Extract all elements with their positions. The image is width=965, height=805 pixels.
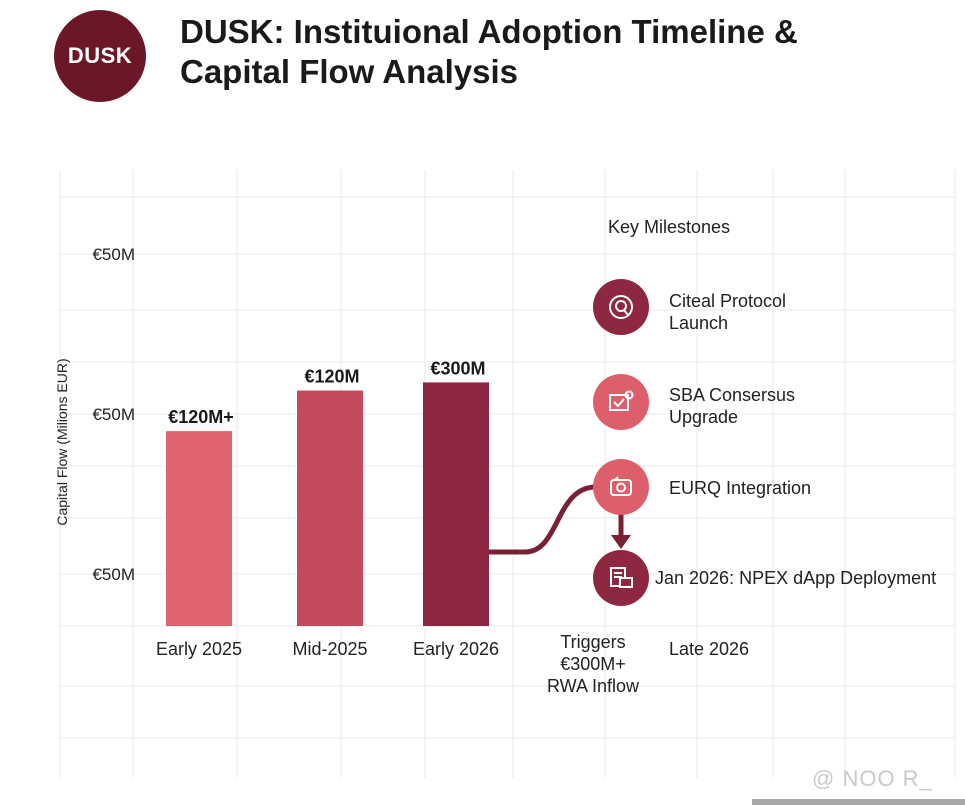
bottom-bar — [752, 799, 965, 805]
milestone-icon-3 — [593, 459, 649, 515]
bar-1 — [166, 431, 232, 626]
milestone-label-1: Citeal Protocol Launch — [669, 291, 787, 333]
annotation-line-1: Triggers — [560, 632, 625, 652]
x-tick-label-4: Late 2026 — [669, 639, 749, 659]
y-axis-label: Capital Flow (Milions EUR) — [54, 358, 70, 526]
deployment-icon — [610, 567, 633, 588]
y-tick-label: €50M — [92, 405, 135, 424]
milestone-icon-1 — [593, 279, 649, 335]
data-label-3: €300M — [430, 358, 485, 378]
milestone-arrow-head — [611, 535, 631, 549]
milestone-label-3: EURQ Integration — [669, 478, 812, 498]
integration-icon — [610, 476, 632, 496]
annotation-line-2: €300M+ — [560, 654, 626, 674]
annotation-line-3: RWA Inflow — [547, 676, 640, 696]
y-tick-label: €50M — [92, 245, 135, 264]
y-axis-ticks: €50M €50M €50M — [92, 245, 135, 584]
y-tick-label: €50M — [92, 565, 135, 584]
protocol-icon — [609, 295, 633, 319]
milestone-label-4: Jan 2026: NPEX dApp Deployment — [655, 568, 937, 588]
x-tick-label-2: Mid-2025 — [292, 639, 367, 659]
milestone-label-2: SBA Consersus Upgrade — [669, 385, 796, 427]
watermark: @ NOO R_ — [812, 766, 933, 791]
bar-2 — [297, 390, 363, 626]
x-tick-label-1: Early 2025 — [156, 639, 242, 659]
milestones-title: Key Milestones — [608, 217, 731, 237]
data-labels: €120M+ €120M €300M — [168, 358, 485, 427]
milestone-icon-4 — [593, 550, 649, 606]
dusk-logo: DUSK — [54, 10, 146, 102]
milestone-icon-2 — [593, 374, 649, 430]
data-label-2: €120M — [304, 367, 359, 387]
consensus-icon — [609, 390, 634, 411]
bars — [166, 382, 489, 626]
page-title: DUSK: Instituional Adoption Timeline & C… — [180, 13, 798, 90]
data-label-1: €120M+ — [168, 407, 234, 427]
x-tick-label-3: Early 2026 — [413, 639, 499, 659]
bar-3 — [423, 382, 489, 626]
x-axis-ticks: Early 2025 Mid-2025 Early 2026 Late 2026 — [156, 639, 749, 659]
flow-connector-line — [487, 484, 599, 555]
